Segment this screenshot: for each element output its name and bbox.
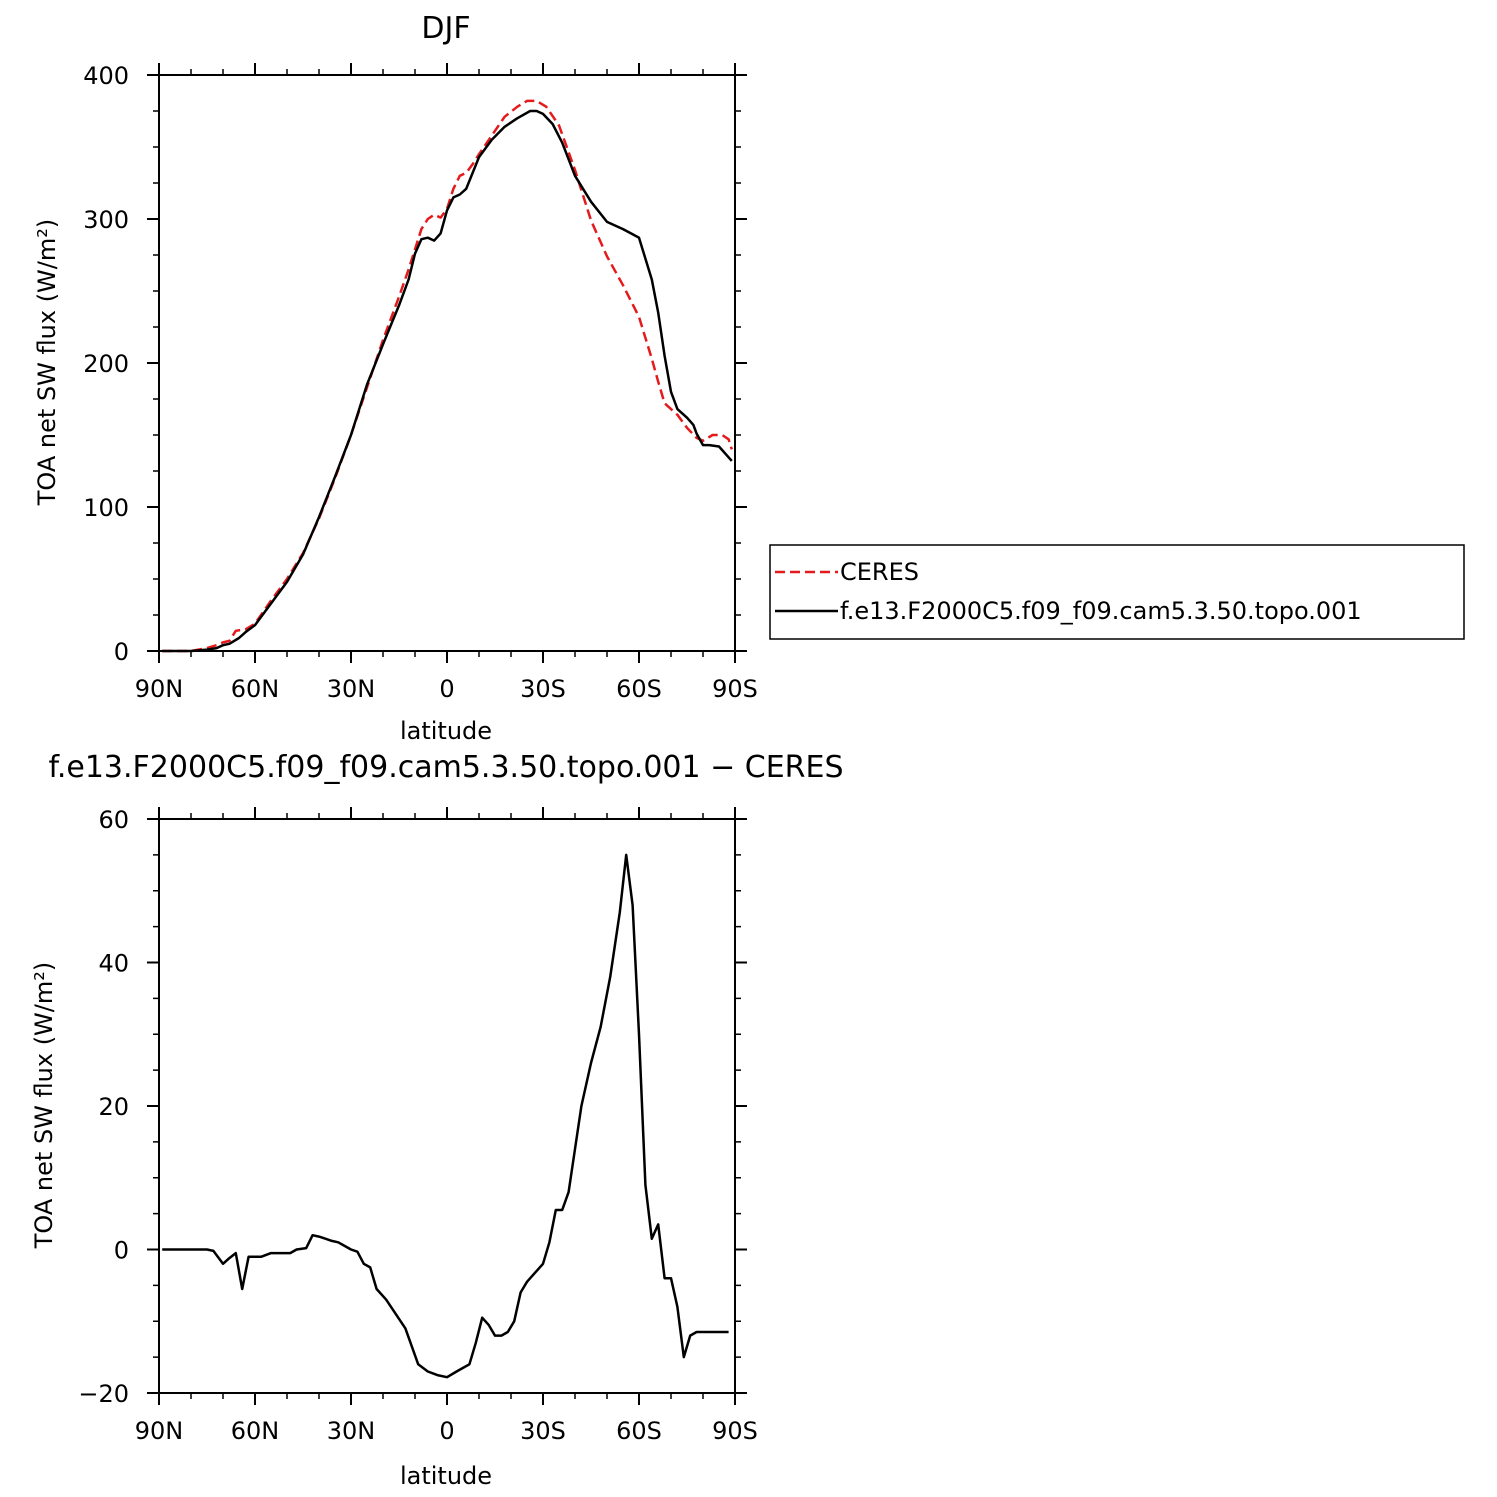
x-tick-label: 0	[439, 1417, 454, 1445]
x-tick-label: 60S	[616, 1417, 662, 1445]
series-lines	[162, 853, 729, 1379]
y-tick-label: 40	[98, 950, 129, 978]
plot-frame	[158, 818, 736, 1394]
x-tick-label: 30N	[327, 1417, 376, 1445]
series-line-0	[162, 99, 733, 653]
series-lines	[162, 99, 733, 653]
x-tick-label: 60N	[231, 675, 280, 703]
x-tick-labels: 90N 60N 30N 0 30S 60S 90S	[135, 675, 758, 703]
series-line-0	[162, 853, 729, 1379]
chart-title: f.e13.F2000C5.f09_f09.cam5.3.50.topo.001…	[48, 750, 843, 785]
x-tick-label: 90N	[135, 1417, 184, 1445]
x-tick-label: 90S	[712, 675, 758, 703]
panel-bottom: f.e13.F2000C5.f09_f09.cam5.3.50.topo.001…	[30, 750, 844, 1490]
y-tick-labels: −20 0 20 40 60	[78, 806, 129, 1408]
y-tick-label: 300	[83, 206, 129, 234]
axis-ticks	[147, 63, 747, 663]
x-tick-label: 0	[439, 675, 454, 703]
plot-frame	[158, 74, 736, 652]
legend-label-ceres: CERES	[840, 558, 919, 586]
x-tick-label: 90N	[135, 675, 184, 703]
axis-ticks	[147, 807, 747, 1405]
y-tick-labels: 0 100 200 300 400	[83, 62, 129, 666]
y-tick-label: 20	[98, 1093, 129, 1121]
y-axis-label: TOA net SW flux (W/m²)	[33, 219, 61, 507]
x-tick-labels: 90N 60N 30N 0 30S 60S 90S	[135, 1417, 758, 1445]
x-tick-label: 60N	[231, 1417, 280, 1445]
y-tick-label: 0	[114, 638, 129, 666]
legend-box	[769, 544, 1465, 640]
x-tick-label: 30N	[327, 675, 376, 703]
y-tick-label: 0	[114, 1237, 129, 1265]
x-axis-label: latitude	[400, 1462, 492, 1490]
chart-title: DJF	[421, 11, 470, 46]
x-tick-label: 30S	[520, 675, 566, 703]
legend-label-model: f.e13.F2000C5.f09_f09.cam5.3.50.topo.001	[840, 597, 1362, 625]
y-tick-label: −20	[78, 1380, 129, 1408]
y-tick-label: 200	[83, 350, 129, 378]
y-tick-label: 60	[98, 806, 129, 834]
y-tick-label: 100	[83, 494, 129, 522]
legend: CERES f.e13.F2000C5.f09_f09.cam5.3.50.to…	[769, 544, 1465, 640]
x-axis-label: latitude	[400, 717, 492, 745]
x-tick-label: 60S	[616, 675, 662, 703]
y-axis-label: TOA net SW flux (W/m²)	[30, 962, 58, 1250]
x-tick-label: 30S	[520, 1417, 566, 1445]
series-line-1	[162, 109, 733, 653]
x-tick-label: 90S	[712, 1417, 758, 1445]
panel-top: DJF 90N 60N 30N 0 30S 60S 90S 0 100 200 300 400 la…	[33, 11, 758, 745]
y-tick-label: 400	[83, 62, 129, 90]
